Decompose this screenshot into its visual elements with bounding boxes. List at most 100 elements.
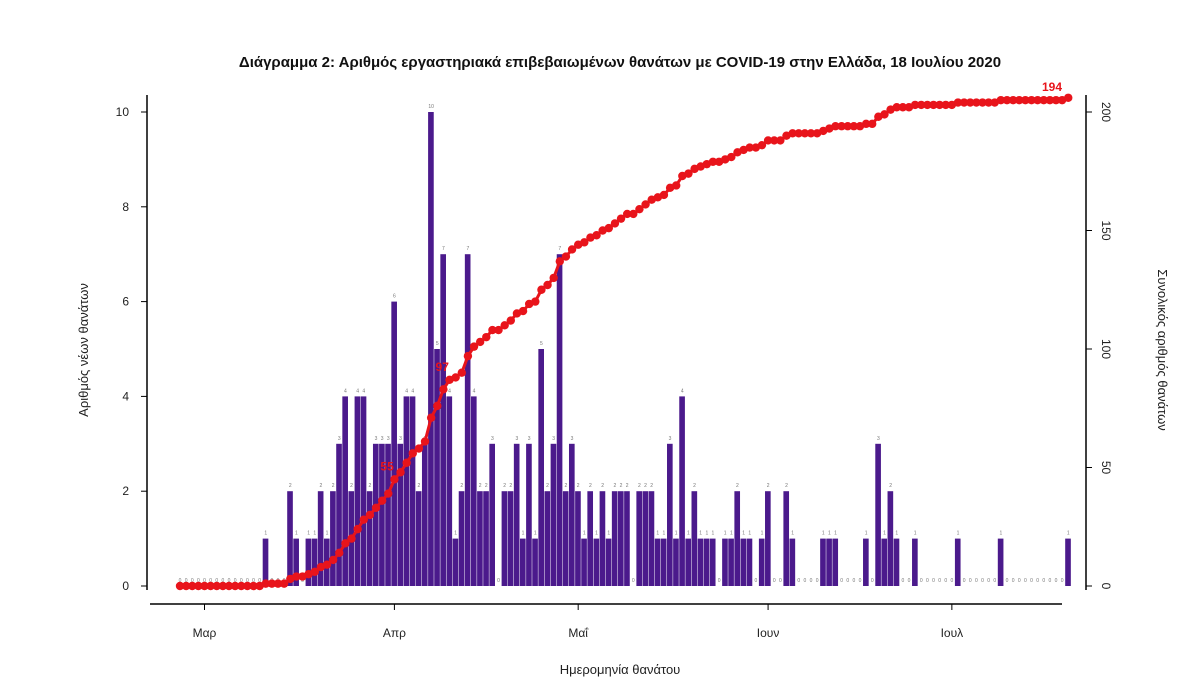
cumulative-point — [996, 95, 1006, 105]
y-tick-left-label: 8 — [122, 200, 129, 214]
bar-label: 0 — [215, 578, 218, 584]
bar — [789, 538, 796, 586]
bar-label: 4 — [411, 388, 414, 394]
bar-label: 1 — [675, 531, 678, 537]
bars-group — [262, 112, 1071, 586]
bar-label: 3 — [552, 436, 555, 442]
cumulative-point — [910, 100, 920, 110]
bar-label: 1 — [663, 531, 666, 537]
bar — [470, 396, 477, 586]
bar-label: 0 — [197, 578, 200, 584]
cumulative-point — [310, 567, 319, 576]
cumulative-point — [230, 581, 240, 591]
cumulative-point — [494, 325, 503, 335]
cumulative-point — [1051, 95, 1061, 105]
bar-label: 0 — [773, 578, 776, 584]
bar-label: 0 — [981, 578, 984, 584]
cumulative-point — [543, 280, 552, 290]
bar — [562, 491, 569, 586]
bar — [311, 538, 318, 586]
cumulative-point — [322, 560, 332, 569]
cumulative-point — [1039, 95, 1048, 105]
cumulative-point — [335, 548, 344, 558]
bar-label: 6 — [393, 294, 396, 300]
cumulative-point — [616, 214, 626, 223]
bar-label: 1 — [699, 531, 702, 537]
cumulative-point — [806, 129, 816, 138]
bar-label: 0 — [950, 578, 953, 584]
bar — [434, 349, 440, 586]
bar-label: 1 — [705, 531, 708, 537]
cumulative-point — [880, 110, 889, 119]
bar-label: 0 — [901, 578, 904, 584]
bar-label: 2 — [546, 483, 549, 489]
bar — [403, 396, 410, 586]
cumulative-point — [929, 100, 938, 110]
bar-label: 0 — [191, 578, 194, 584]
cumulative-point — [972, 98, 981, 107]
cumulative-point — [249, 581, 258, 591]
bar-label: 2 — [565, 483, 568, 489]
cumulative-point — [500, 321, 509, 330]
cumulative-point — [794, 129, 803, 138]
bar-label: 0 — [908, 578, 911, 584]
bar-label: 1 — [883, 531, 886, 537]
cumulative-point — [531, 297, 540, 306]
bar-label: 2 — [889, 483, 892, 489]
bar-label: 3 — [387, 436, 390, 442]
cumulative-point — [402, 458, 411, 467]
bar — [538, 349, 544, 586]
x-tick-label: Ιουν — [757, 626, 780, 640]
bar-label: 0 — [497, 578, 500, 584]
bar — [287, 491, 293, 586]
cumulative-point — [365, 510, 375, 520]
cumulative-point — [292, 572, 301, 581]
cumulative-point — [457, 368, 466, 377]
cumulative-line — [180, 96, 1069, 588]
bar — [526, 443, 532, 586]
bar — [746, 538, 753, 586]
bar-label: 0 — [228, 578, 231, 584]
cumulative-point — [1045, 95, 1055, 105]
y-tick-left-label: 2 — [122, 484, 129, 498]
x-tick-label: Ιουλ — [941, 626, 964, 640]
cumulative-point — [923, 100, 932, 110]
x-tick-label: Απρ — [383, 626, 406, 640]
cumulative-point — [831, 122, 840, 131]
cumulative-point — [218, 581, 228, 591]
bar-label: 0 — [179, 578, 182, 584]
bar — [581, 538, 587, 586]
cumulative-point — [206, 581, 215, 591]
bar — [997, 538, 1004, 586]
cumulative-point — [592, 231, 601, 240]
bar — [544, 491, 551, 586]
cumulative-point — [555, 257, 564, 266]
cumulative-point — [837, 122, 846, 131]
bar-label: 3 — [381, 436, 384, 442]
bar-label: 2 — [644, 483, 647, 489]
bar-label: 1 — [595, 531, 598, 537]
bar-label: 2 — [614, 483, 617, 489]
bar-label: 2 — [638, 483, 641, 489]
bar — [875, 443, 881, 586]
cumulative-point — [188, 581, 197, 591]
y-tick-left-label: 4 — [122, 389, 129, 403]
bar — [354, 396, 361, 586]
bar-label: 1 — [834, 531, 837, 537]
cumulative-point — [181, 581, 191, 591]
bar-label: 0 — [1024, 578, 1027, 584]
cumulative-point — [194, 581, 203, 591]
cumulative-point — [273, 579, 283, 588]
bar — [409, 396, 416, 586]
bar-label: 3 — [375, 436, 378, 442]
bar — [452, 538, 459, 586]
bar-label: 0 — [209, 578, 212, 584]
cumulative-point — [433, 401, 442, 411]
bar-label: 1 — [687, 531, 690, 537]
bar-label: 1 — [712, 531, 715, 537]
bar-label: 1 — [742, 531, 745, 537]
bar — [550, 443, 557, 586]
bar-label: 10 — [428, 104, 434, 110]
axes-group — [146, 95, 1087, 605]
